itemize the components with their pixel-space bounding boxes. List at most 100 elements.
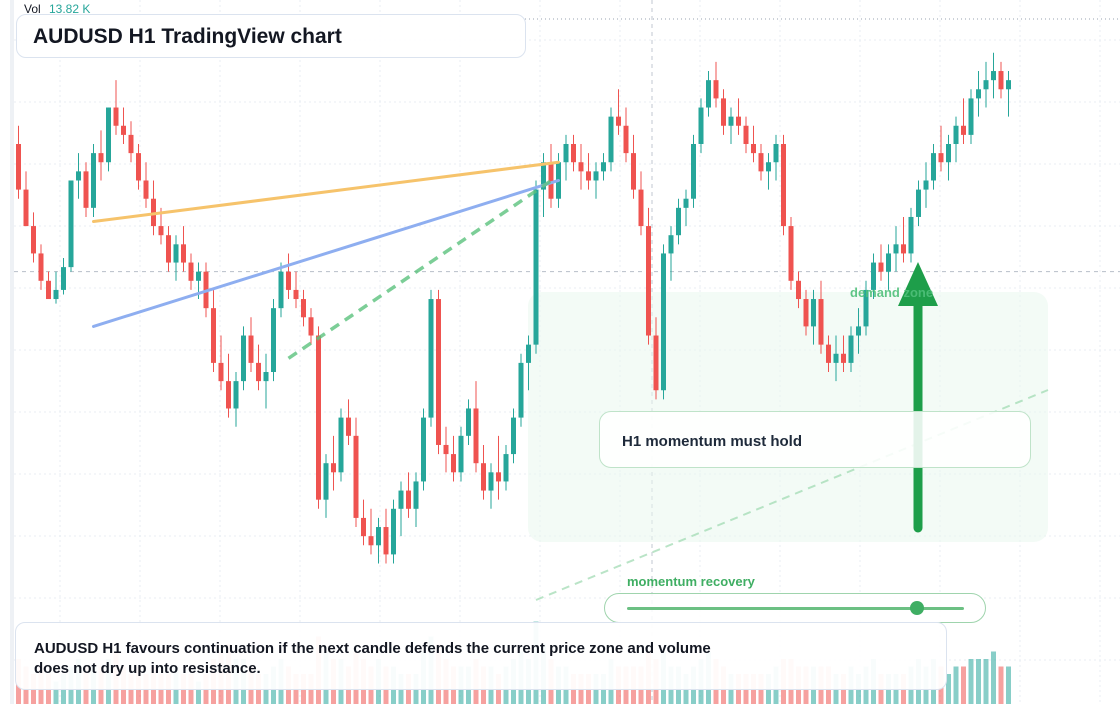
candle-body <box>683 198 689 208</box>
candle <box>106 107 111 172</box>
candle-body <box>316 335 321 500</box>
candle <box>698 98 704 154</box>
candle-body <box>263 372 269 382</box>
candle <box>376 517 381 564</box>
candle-body <box>1006 80 1011 90</box>
candle-body <box>541 162 546 190</box>
candle-body <box>98 153 104 163</box>
candle-body <box>361 517 366 537</box>
candle <box>443 426 449 473</box>
volume-bar <box>53 681 59 704</box>
slider-knob[interactable] <box>909 601 924 615</box>
momentum-slider[interactable] <box>604 593 986 623</box>
candle-body <box>751 144 756 154</box>
candle-body <box>886 253 891 272</box>
candle-body <box>893 244 899 254</box>
candle <box>226 353 231 418</box>
candle-body <box>841 353 846 363</box>
volume-bar <box>968 659 974 704</box>
candle-body <box>233 381 239 409</box>
candle <box>481 444 486 500</box>
candle-body <box>983 80 989 90</box>
candle-body <box>533 189 539 345</box>
candle <box>151 180 156 236</box>
candle <box>766 153 771 190</box>
candle <box>646 207 651 345</box>
candle-body <box>938 153 944 163</box>
candle-body <box>908 216 914 254</box>
slider-track[interactable] <box>627 607 964 610</box>
candle-body <box>758 153 764 172</box>
candle <box>676 198 681 245</box>
candle <box>218 335 224 391</box>
candle <box>923 162 929 208</box>
candle <box>61 258 66 295</box>
candle <box>781 134 786 236</box>
candle-body <box>466 408 471 436</box>
candle <box>991 52 996 99</box>
candle-body <box>128 134 134 154</box>
candle-body <box>713 80 719 99</box>
candle-body <box>901 244 906 254</box>
candle-body <box>916 189 921 217</box>
candle-body <box>736 116 741 126</box>
candle-body <box>113 107 119 126</box>
candle-body <box>698 107 704 144</box>
candle <box>908 207 914 263</box>
candle <box>593 162 599 199</box>
candle-body <box>728 116 734 126</box>
candle <box>511 408 516 464</box>
candlestick-series <box>16 52 1011 564</box>
candle <box>983 61 989 108</box>
candle-body <box>16 144 21 190</box>
candle <box>173 235 179 281</box>
candle <box>143 162 149 208</box>
candle <box>586 153 591 190</box>
candle <box>946 134 951 181</box>
candle <box>826 335 831 372</box>
candle-body <box>421 417 426 482</box>
candle <box>953 116 959 163</box>
candle <box>338 408 344 482</box>
candle-body <box>353 435 359 518</box>
candle <box>428 289 434 427</box>
candle <box>916 180 921 227</box>
candle <box>683 189 689 227</box>
candle-body <box>818 299 824 345</box>
candle <box>346 399 351 445</box>
candle-body <box>53 289 59 300</box>
candle-body <box>488 472 494 491</box>
candle <box>458 426 464 482</box>
candle <box>466 399 471 445</box>
momentum-callout: H1 momentum must hold <box>599 411 1031 468</box>
candle <box>601 153 606 181</box>
volume-bar <box>983 659 989 704</box>
candle-body <box>436 299 441 445</box>
candle-body <box>863 289 869 327</box>
candle <box>751 125 756 163</box>
candle-body <box>406 490 411 509</box>
candle <box>263 353 269 409</box>
candle <box>931 144 936 190</box>
candle <box>331 435 336 491</box>
candle <box>38 244 44 290</box>
candle <box>241 326 246 391</box>
candle <box>76 153 81 199</box>
candle-body <box>83 171 89 208</box>
candle-body <box>788 226 794 281</box>
candle-body <box>991 71 996 81</box>
candle <box>368 508 374 555</box>
candle <box>841 335 846 372</box>
candle <box>571 134 576 172</box>
candle-body <box>548 162 554 199</box>
candle-body <box>443 444 449 455</box>
candle <box>616 89 621 135</box>
candle-body <box>481 463 486 491</box>
volume-bar <box>953 666 959 704</box>
candle <box>188 253 194 290</box>
candle <box>166 226 171 272</box>
candle <box>713 61 719 108</box>
candle-body <box>721 98 726 126</box>
candle-body <box>61 267 66 290</box>
candle-body <box>668 235 674 254</box>
